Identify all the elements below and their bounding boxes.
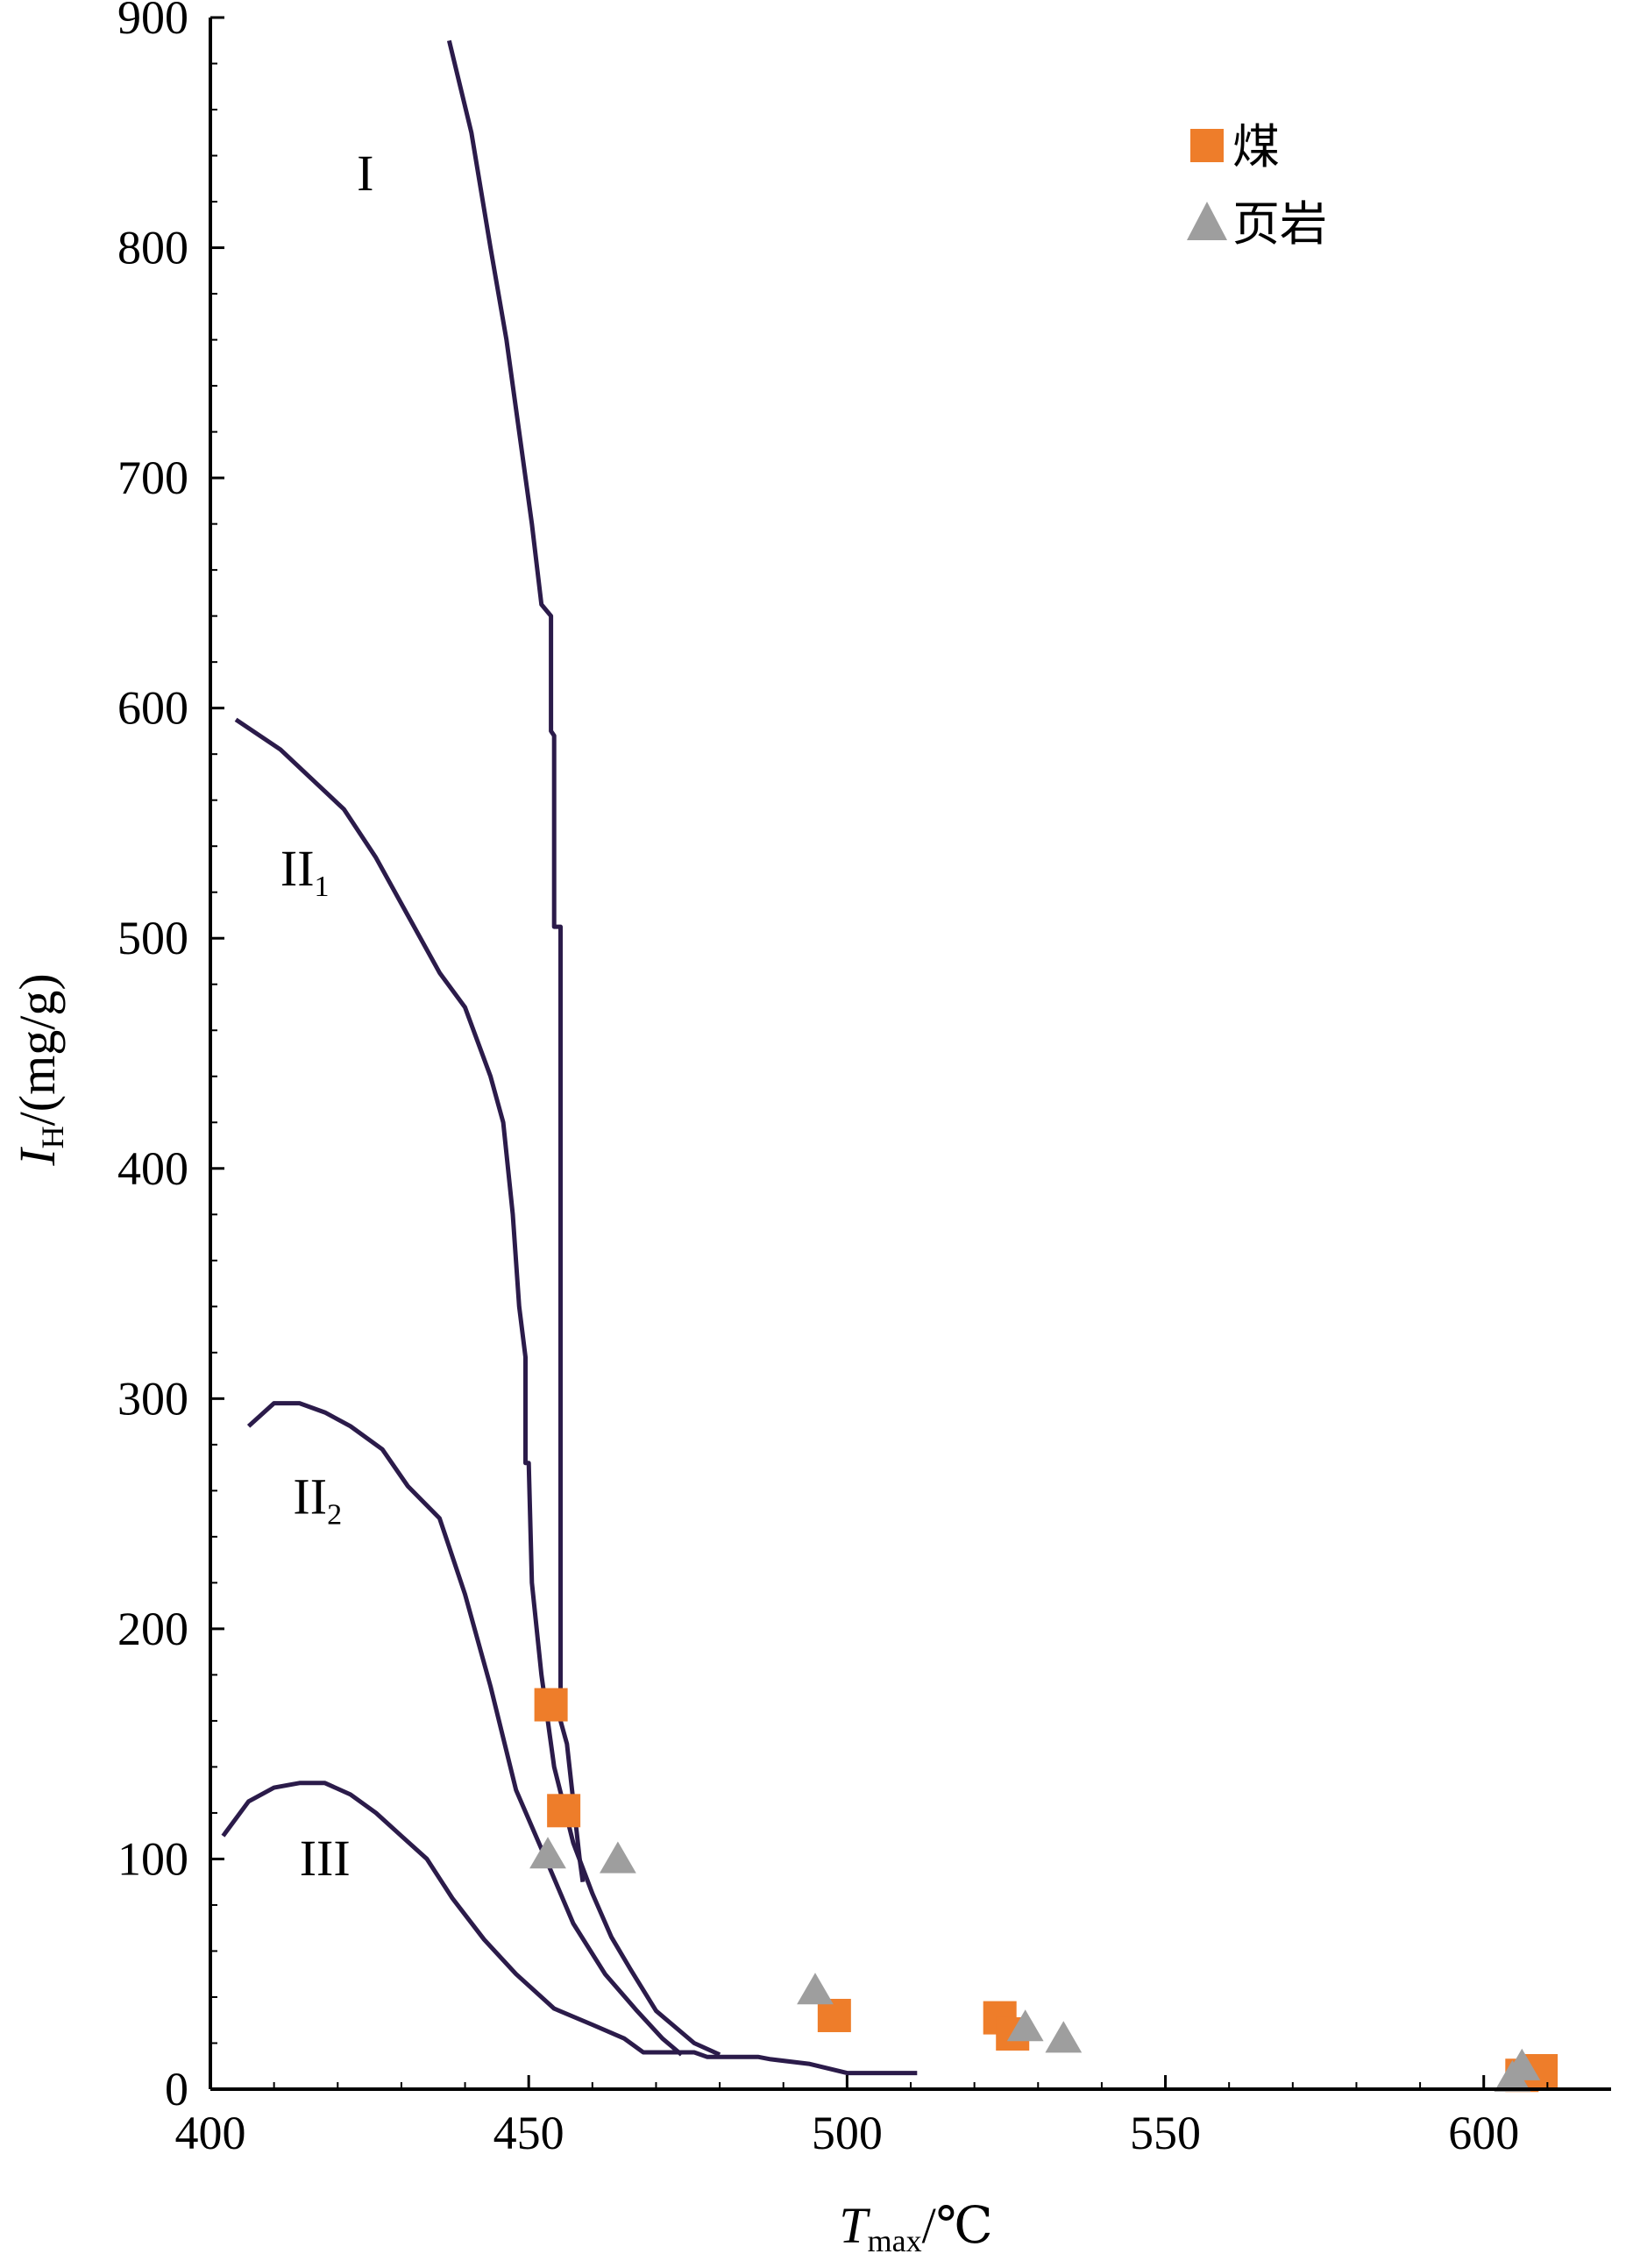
y-axis-title: IH/(mg/g) <box>9 973 70 1166</box>
curve-line-3 <box>221 1781 918 2076</box>
x-tick-label: 400 <box>175 2107 246 2159</box>
y-axis-title-sub: H <box>35 1126 70 1148</box>
axis-ticks: 400 450 500 550 600 0 100 200 300 400 500 600 700 800… <box>117 0 1549 2159</box>
y-tick-label: 0 <box>165 2063 188 2115</box>
y-tick-label: 400 <box>117 1142 188 1195</box>
data-points <box>529 1688 1558 2093</box>
y-axis-title-unit: /(mg/g) <box>9 973 66 1126</box>
y-tick-label: 800 <box>117 222 188 274</box>
data-point <box>1045 2021 1083 2053</box>
data-point <box>534 1688 568 1722</box>
legend: 煤 页岩 <box>1187 121 1327 251</box>
axes <box>209 18 1611 2091</box>
x-tick-label: 500 <box>812 2107 883 2159</box>
y-tick-label: 300 <box>117 1372 188 1425</box>
curve-label-1: II1 <box>280 840 330 903</box>
data-point <box>817 1998 851 2032</box>
curve-line-1 <box>234 717 721 2057</box>
x-tick-label: 550 <box>1130 2107 1201 2159</box>
curve-labels: I II1 II2 III <box>280 145 373 1887</box>
y-tick-label: 600 <box>117 682 188 735</box>
x-axis-title: Tmax/℃ <box>839 2197 992 2258</box>
legend-swatch-shale <box>1187 202 1227 240</box>
y-tick-label: 500 <box>117 912 188 964</box>
y-tick-label: 200 <box>117 1603 188 1655</box>
data-point <box>529 1837 566 1869</box>
curve-label-3: III <box>300 1830 351 1887</box>
curve-label-2: II2 <box>293 1468 342 1532</box>
legend-label-shale: 页岩 <box>1232 198 1327 251</box>
x-tick-label: 600 <box>1448 2107 1519 2159</box>
series-shale <box>529 1837 1541 2092</box>
x-axis-title-unit: /℃ <box>922 2197 993 2254</box>
curve-label-0: I <box>357 145 373 202</box>
data-point <box>547 1794 581 1828</box>
data-point <box>1006 2009 1044 2042</box>
y-axis-title-main: I <box>9 1147 66 1167</box>
legend-label-coal: 煤 <box>1232 121 1280 174</box>
data-point <box>1503 2048 1541 2080</box>
y-tick-label: 100 <box>117 1832 188 1885</box>
x-axis-title-sub: max <box>868 2223 922 2258</box>
y-tick-label: 900 <box>117 0 188 44</box>
curve-line-0 <box>446 39 586 1883</box>
series-coal <box>534 1688 1558 2093</box>
curve-line-2 <box>246 1401 684 2057</box>
y-tick-label: 700 <box>117 451 188 504</box>
legend-swatch-coal <box>1190 129 1224 162</box>
data-point <box>797 1973 834 2005</box>
x-axis-title-main: T <box>839 2197 870 2254</box>
data-point <box>600 1841 636 1873</box>
kerogen-type-curves <box>221 39 918 2076</box>
x-tick-label: 450 <box>493 2107 564 2159</box>
